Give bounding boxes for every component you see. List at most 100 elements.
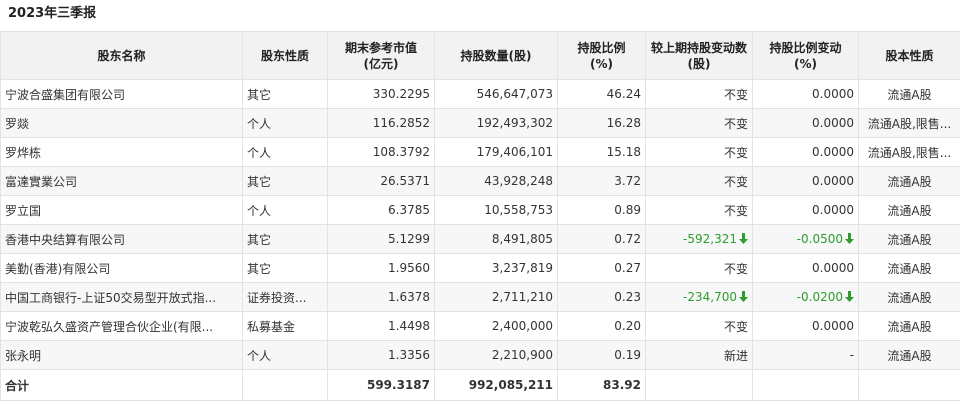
arrow-down-icon bbox=[845, 233, 854, 244]
cell-shares-text: 2,711,210 bbox=[491, 290, 553, 304]
cell-ratio-change: 0.0000 bbox=[752, 166, 859, 196]
cell-ratio: 0.72 bbox=[557, 224, 646, 254]
cell-share-type: 流通A股 bbox=[858, 79, 960, 109]
cell-ratio-change: 0.0000 bbox=[752, 79, 859, 109]
cell-holder-type-text: 个人 bbox=[247, 348, 272, 363]
cell-market-value: 1.9560 bbox=[327, 253, 435, 283]
cell-market-value-text: 1.4498 bbox=[388, 319, 430, 333]
arrow-down-icon bbox=[739, 291, 748, 302]
col-header-ratio[interactable]: 持股比例 (%) bbox=[557, 31, 646, 80]
table-row[interactable]: 罗立国 个人 6.3785 10,558,753 0.89 不变 0.0000 流通A股 bbox=[0, 195, 960, 225]
cell-ratio-change-text: 0.0000 bbox=[812, 203, 854, 217]
cell-holder-type-text: 其它 bbox=[247, 87, 272, 102]
cell-ratio-text: 0.23 bbox=[614, 290, 641, 304]
cell-holder-type: 私募基金 bbox=[242, 311, 328, 341]
cell-holder-name[interactable]: 中国工商银行-上证50交易型开放式指... bbox=[0, 282, 243, 312]
cell-shares-text: 8,491,805 bbox=[491, 232, 553, 246]
cell-holder-name[interactable]: 宁波乾弘久盛资产管理合伙企业(有限... bbox=[0, 311, 243, 341]
cell-holder-name[interactable]: 张永明 bbox=[0, 340, 243, 370]
cell-holder-name[interactable]: 罗燚 bbox=[0, 108, 243, 138]
total-label: 合计 bbox=[0, 369, 243, 401]
cell-share-change: 不变 bbox=[645, 79, 753, 109]
cell-holder-name-text: 张永明 bbox=[5, 348, 42, 363]
table-row[interactable]: 宁波乾弘久盛资产管理合伙企业(有限... 私募基金 1.4498 2,400,000 0… bbox=[0, 311, 960, 341]
cell-holder-name[interactable]: 罗烨栋 bbox=[0, 137, 243, 167]
cell-shares: 8,491,805 bbox=[434, 224, 558, 254]
cell-holder-type-text: 其它 bbox=[247, 174, 272, 189]
cell-holder-name-text: 宁波合盛集团有限公司 bbox=[5, 87, 126, 102]
cell-ratio-change-text: 0.0000 bbox=[812, 145, 854, 159]
cell-share-type: 流通A股 bbox=[858, 340, 960, 370]
cell-ratio-change: 0.0000 bbox=[752, 108, 859, 138]
cell-shares: 10,558,753 bbox=[434, 195, 558, 225]
cell-shares-text: 179,406,101 bbox=[476, 145, 553, 159]
cell-ratio-change-text: 0.0000 bbox=[812, 87, 854, 101]
cell-share-type: 流通A股,限售... bbox=[858, 137, 960, 167]
cell-holder-name-text: 罗燚 bbox=[5, 116, 30, 131]
period-title: 2023年三季报 bbox=[8, 6, 97, 21]
cell-holder-type: 其它 bbox=[242, 166, 328, 196]
cell-shares-text: 2,210,900 bbox=[491, 348, 553, 362]
cell-holder-name[interactable]: 罗立国 bbox=[0, 195, 243, 225]
cell-ratio: 0.19 bbox=[557, 340, 646, 370]
cell-holder-name-text: 美勤(香港)有限公司 bbox=[5, 261, 111, 276]
cell-holder-name-text: 香港中央结算有限公司 bbox=[5, 232, 126, 247]
cell-share-change-text: 不变 bbox=[723, 145, 748, 160]
col-header-shares[interactable]: 持股数量(股) bbox=[434, 31, 558, 80]
table-row[interactable]: 罗燚 个人 116.2852 192,493,302 16.28 不变 0.0000 流通A股… bbox=[0, 108, 960, 138]
table-row[interactable]: 张永明 个人 1.3356 2,210,900 0.19 新进 - 流通A股 bbox=[0, 340, 960, 370]
cell-share-change-text: 新进 bbox=[723, 348, 748, 363]
cell-holder-name[interactable]: 富達實業公司 bbox=[0, 166, 243, 196]
cell-ratio-change: - bbox=[752, 340, 859, 370]
cell-holder-type-text: 其它 bbox=[247, 261, 272, 276]
cell-share-type-text: 流通A股 bbox=[887, 203, 932, 218]
cell-shares: 192,493,302 bbox=[434, 108, 558, 138]
col-header-name[interactable]: 股东名称 bbox=[0, 31, 243, 80]
total-market-value: 599.3187 bbox=[327, 369, 435, 401]
arrow-down-icon bbox=[739, 233, 748, 244]
cell-shares-text: 192,493,302 bbox=[476, 116, 553, 130]
cell-market-value: 6.3785 bbox=[327, 195, 435, 225]
table-row[interactable]: 富達實業公司 其它 26.5371 43,928,248 3.72 不变 0.0000 流通A… bbox=[0, 166, 960, 196]
cell-share-type: 流通A股 bbox=[858, 253, 960, 283]
col-header-value[interactable]: 期末参考市值 (亿元) bbox=[327, 31, 435, 80]
cell-ratio-change: 0.0000 bbox=[752, 195, 859, 225]
cell-market-value-text: 330.2295 bbox=[372, 87, 430, 101]
cell-holder-name[interactable]: 美勤(香港)有限公司 bbox=[0, 253, 243, 283]
cell-holder-name[interactable]: 香港中央结算有限公司 bbox=[0, 224, 243, 254]
cell-share-change-text: 不变 bbox=[723, 319, 748, 334]
cell-share-change: 不变 bbox=[645, 311, 753, 341]
cell-holder-type-text: 私募基金 bbox=[247, 319, 296, 334]
table-row[interactable]: 宁波合盛集团有限公司 其它 330.2295 546,647,073 46.24 不变 0.… bbox=[0, 79, 960, 109]
cell-share-type-text: 流通A股,限售... bbox=[867, 145, 952, 160]
table-row[interactable]: 香港中央结算有限公司 其它 5.1299 8,491,805 0.72 -592,321 -… bbox=[0, 224, 960, 254]
cell-holder-name-text: 中国工商银行-上证50交易型开放式指... bbox=[5, 290, 217, 305]
cell-market-value-text: 26.5371 bbox=[380, 174, 430, 188]
cell-shares-text: 2,400,000 bbox=[491, 319, 553, 333]
cell-ratio-change-text: -0.0200 bbox=[796, 290, 843, 304]
cell-market-value: 1.4498 bbox=[327, 311, 435, 341]
table-row[interactable]: 中国工商银行-上证50交易型开放式指... 证券投资... 1.6378 2,711,… bbox=[0, 282, 960, 312]
cell-shares-text: 3,237,819 bbox=[491, 261, 553, 275]
cell-holder-type: 其它 bbox=[242, 79, 328, 109]
table-row[interactable]: 罗烨栋 个人 108.3792 179,406,101 15.18 不变 0.0000 流通A… bbox=[0, 137, 960, 167]
cell-ratio-text: 0.89 bbox=[614, 203, 641, 217]
cell-share-change: -234,700 bbox=[645, 282, 753, 312]
cell-holder-name[interactable]: 宁波合盛集团有限公司 bbox=[0, 79, 243, 109]
cell-ratio-change: 0.0000 bbox=[752, 311, 859, 341]
col-header-share-type[interactable]: 股本性质 bbox=[858, 31, 960, 80]
col-header-ratio-change[interactable]: 持股比例变动 (%) bbox=[752, 31, 859, 80]
col-header-type[interactable]: 股东性质 bbox=[242, 31, 328, 80]
cell-ratio-change-text: -0.0500 bbox=[796, 232, 843, 246]
cell-holder-type-text: 个人 bbox=[247, 116, 272, 131]
total-row: 合计 599.3187 992,085,211 83.92 bbox=[0, 369, 960, 401]
cell-shares: 546,647,073 bbox=[434, 79, 558, 109]
table-row[interactable]: 美勤(香港)有限公司 其它 1.9560 3,237,819 0.27 不变 0.0000 流… bbox=[0, 253, 960, 283]
cell-ratio-text: 16.28 bbox=[606, 116, 641, 130]
cell-market-value: 5.1299 bbox=[327, 224, 435, 254]
cell-ratio-change-text: 0.0000 bbox=[812, 174, 854, 188]
col-header-change[interactable]: 较上期持股变动数(股) bbox=[645, 31, 753, 80]
cell-holder-name-text: 罗立国 bbox=[5, 203, 42, 218]
cell-share-type: 流通A股 bbox=[858, 311, 960, 341]
cell-share-change-text: 不变 bbox=[723, 261, 748, 276]
